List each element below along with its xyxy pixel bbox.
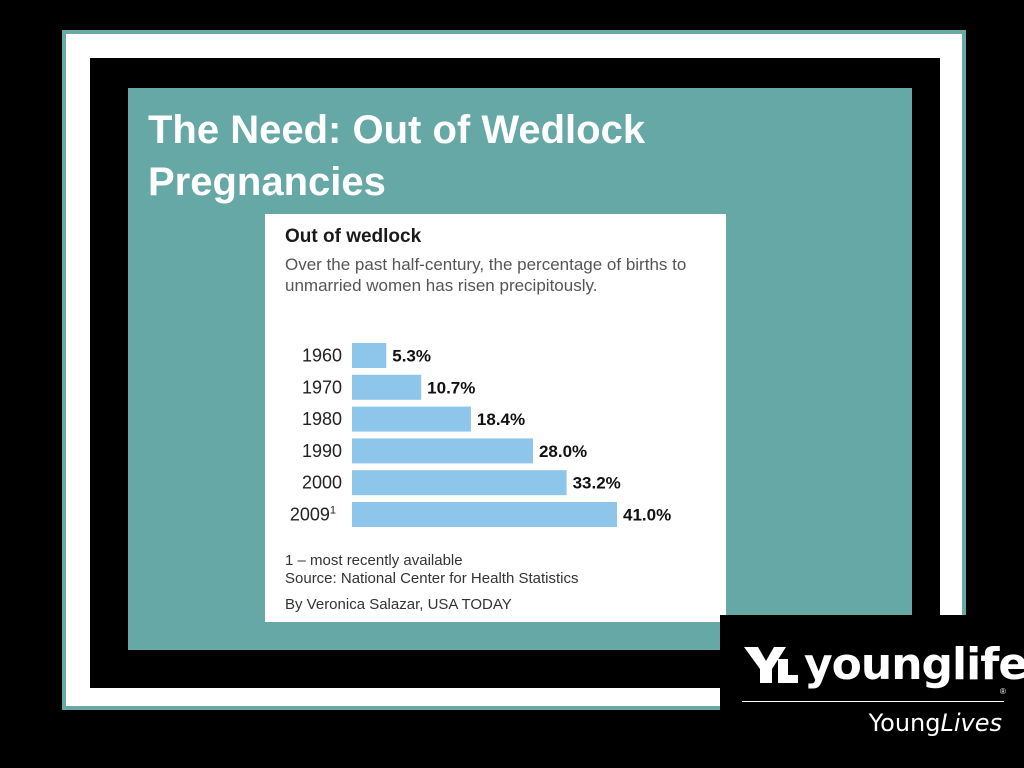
logo-divider xyxy=(742,701,1004,702)
bar xyxy=(352,374,422,400)
value-label: 33.2% xyxy=(573,474,621,493)
logo-registered-mark: ® xyxy=(1000,687,1006,696)
chart-title: Out of wedlock xyxy=(285,226,422,247)
value-label: 18.4% xyxy=(477,410,525,429)
value-label: 41.0% xyxy=(623,506,671,525)
logo-sub-wordmark: YoungLives xyxy=(869,709,1002,737)
logo-sub-prefix: Young xyxy=(868,709,941,737)
bar-chart: 1960 5.3% 1970 10.7% 1980 18.4% 1990 28.0% 2000 3… xyxy=(290,343,671,527)
slide-title: The Need: Out of Wedlock Pregnancies xyxy=(148,108,646,204)
logo-wordmark: younglife xyxy=(804,639,1024,690)
younglife-mark-icon xyxy=(744,647,798,683)
bar xyxy=(352,406,471,432)
category-label: 1980 xyxy=(302,409,342,429)
category-label: 1960 xyxy=(302,346,342,366)
value-label: 28.0% xyxy=(539,442,587,461)
category-label: 1970 xyxy=(302,377,342,397)
category-label: 1990 xyxy=(302,441,342,461)
logo-sub-italic: Lives xyxy=(940,709,1002,737)
chart-source: Source: National Center for Health Stati… xyxy=(285,570,579,587)
chart-footnote: 1 – most recently available xyxy=(285,552,463,569)
value-label: 5.3% xyxy=(392,347,431,366)
bar xyxy=(352,502,617,527)
chart-card: Out of wedlock Over the past half-centur… xyxy=(265,214,726,622)
category-label: 2000 xyxy=(302,473,342,493)
chart-subtitle: Over the past half-century, the percenta… xyxy=(285,255,687,295)
bar xyxy=(352,470,567,496)
chart-credit: By Veronica Salazar, USA TODAY xyxy=(285,596,512,613)
bar xyxy=(352,343,387,368)
younglife-logo: younglife ® YoungLives xyxy=(720,615,1024,768)
value-label: 10.7% xyxy=(427,378,475,397)
bar xyxy=(352,438,533,464)
category-label: 20091 xyxy=(290,505,336,525)
